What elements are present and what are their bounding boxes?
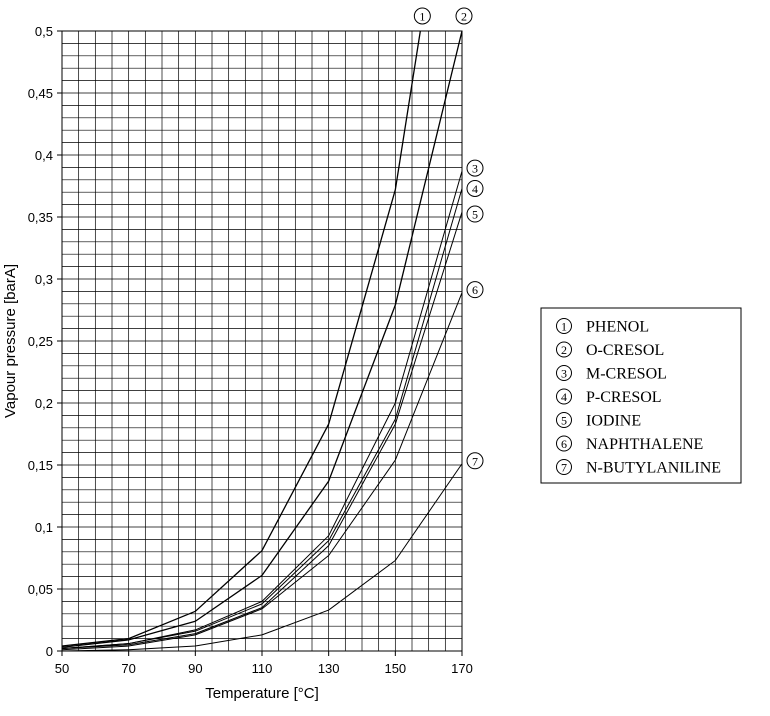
y-tick-label: 0,35 — [28, 210, 53, 225]
legend-item-phenol: 1 PHENOL — [556, 318, 649, 336]
x-tick-label: 110 — [252, 661, 273, 676]
legend-label: IODINE — [586, 413, 641, 430]
series-marker-number: 3 — [472, 162, 478, 176]
legend-marker-circle — [556, 341, 572, 358]
legend-item-o-cresol: 2 O-CRESOL — [556, 341, 664, 359]
series-line-n-butylaniline — [61, 463, 463, 652]
series-line-o-cresol — [61, 30, 463, 648]
legend-marker-circle — [556, 459, 572, 475]
series-marker-number: 7 — [472, 454, 478, 468]
legend-marker-number: 6 — [561, 437, 567, 451]
series-line-naphthalene — [61, 292, 463, 651]
series-marker-5: 5 — [466, 205, 484, 223]
x-tick-label: 90 — [188, 661, 202, 676]
legend-marker-circle — [556, 365, 572, 381]
legend-label: N-BUTYLANILINE — [586, 460, 721, 477]
series-line-p-cresol — [61, 188, 463, 650]
legend-marker-circle — [556, 318, 572, 334]
x-tick-label: 170 — [451, 661, 473, 676]
series-marker-7: 7 — [466, 452, 484, 470]
series-marker-number: 5 — [472, 208, 478, 222]
y-tick-label: 0 — [46, 644, 53, 659]
legend-box — [540, 307, 742, 484]
series-line-phenol — [61, 30, 421, 647]
legend-marker-number: 3 — [561, 367, 567, 381]
legend-marker-number: 2 — [561, 343, 567, 357]
legend-label: P-CRESOL — [586, 389, 662, 406]
series-marker-1: 1 — [413, 7, 431, 25]
series-marker-circle — [455, 7, 473, 25]
grid — [61, 30, 463, 652]
series-line-iodine — [61, 211, 463, 650]
series-marker-number: 4 — [472, 182, 478, 196]
y-tick-label: 0,2 — [35, 396, 53, 411]
legend-marker-circle — [556, 435, 572, 452]
legend-item-p-cresol: 4 P-CRESOL — [556, 388, 662, 406]
legend-item-iodine: 5 IODINE — [556, 412, 641, 430]
legend-item-m-cresol: 3 M-CRESOL — [556, 365, 667, 383]
series-lines — [61, 30, 463, 652]
legend-marker-circle — [556, 412, 572, 428]
series-marker-circle — [466, 179, 484, 197]
series-marker-circle — [413, 7, 431, 25]
legend-item-n-butylaniline: 7 N-BUTYLANILINE — [556, 459, 721, 477]
y-tick-label: 0,3 — [35, 272, 53, 287]
y-tick-label: 0,4 — [35, 148, 53, 163]
series-marker-circle — [466, 159, 484, 177]
x-axis-title: Temperature [°C] — [205, 685, 319, 702]
legend-marker-number: 4 — [561, 390, 567, 404]
y-tick-label: 0,1 — [35, 520, 53, 535]
legend-marker-number: 7 — [561, 461, 567, 475]
x-axis-ticks: 50 70 90 110 130 150 170 — [55, 651, 473, 676]
y-axis-title: Vapour pressure [barA] — [2, 264, 19, 418]
y-tick-label: 0,05 — [28, 582, 53, 597]
series-marker-circle — [466, 452, 484, 470]
x-tick-label: 50 — [55, 661, 69, 676]
series-marker-2: 2 — [455, 7, 473, 25]
series-marker-4: 4 — [466, 179, 484, 197]
legend-marker-circle — [556, 388, 572, 405]
legend-label: NAPHTHALENE — [586, 436, 703, 453]
y-tick-label: 0,45 — [28, 86, 53, 101]
series-marker-number: 6 — [472, 283, 478, 297]
x-tick-label: 150 — [384, 661, 406, 676]
series-end-markers: 1 2 3 4 5 6 7 — [413, 7, 484, 470]
series-marker-number: 2 — [461, 10, 467, 24]
y-tick-label: 0,5 — [35, 24, 53, 39]
series-marker-circle — [466, 205, 484, 223]
legend-item-naphthalene: 6 NAPHTHALENE — [556, 435, 703, 453]
legend-marker-number: 1 — [561, 320, 567, 334]
y-axis-ticks: 0 0,05 0,1 0,15 0,2 0,25 0,3 0,35 0,4 0,45 0,5 — [28, 24, 62, 659]
series-marker-number: 1 — [419, 10, 425, 24]
legend-label: M-CRESOL — [586, 366, 667, 383]
legend-label: PHENOL — [586, 319, 649, 336]
legend-label: O-CRESOL — [586, 342, 664, 359]
x-tick-label: 70 — [121, 661, 135, 676]
x-tick-label: 130 — [318, 661, 340, 676]
series-marker-circle — [466, 281, 484, 299]
series-marker-3: 3 — [466, 159, 484, 177]
y-tick-label: 0,25 — [28, 334, 53, 349]
legend: 1 PHENOL 2 O-CRESOL 3 M-CRESOL 4 P-CRESOL 5 IODIN… — [540, 307, 742, 484]
y-tick-label: 0,15 — [28, 458, 53, 473]
series-marker-6: 6 — [466, 281, 484, 299]
legend-marker-number: 5 — [561, 414, 567, 428]
